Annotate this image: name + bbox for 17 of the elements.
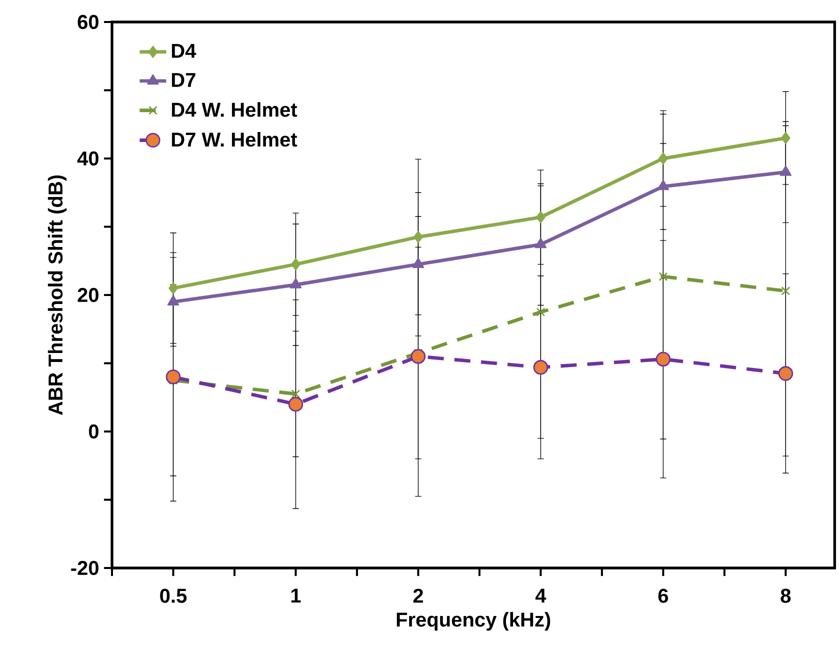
legend-label: D4 W. Helmet (172, 102, 298, 117)
legend-label: D7 (172, 73, 196, 87)
x-tick-label: 6 (658, 588, 668, 603)
y-tick-label: 60 (78, 14, 98, 30)
x-tick-label: 1 (291, 588, 301, 602)
y-tick-label: 40 (77, 151, 98, 166)
x-axis-title: Frequency (kHz) (396, 612, 550, 631)
y-tick-label: 0 (88, 424, 98, 439)
y-axis-title: ABR Threshold Shift (dB) (48, 175, 67, 416)
x-tick-label: 8 (780, 588, 791, 603)
x-tick-label: 4 (535, 588, 546, 602)
x-tick-label: 0.5 (160, 588, 187, 603)
y-tick-label: 20 (78, 288, 98, 302)
x-tick-label: 2 (413, 588, 423, 603)
legend-label: D4 (172, 44, 196, 58)
legend-label: D7 W. Helmet (172, 132, 298, 147)
y-tick-label: -20 (71, 560, 98, 576)
